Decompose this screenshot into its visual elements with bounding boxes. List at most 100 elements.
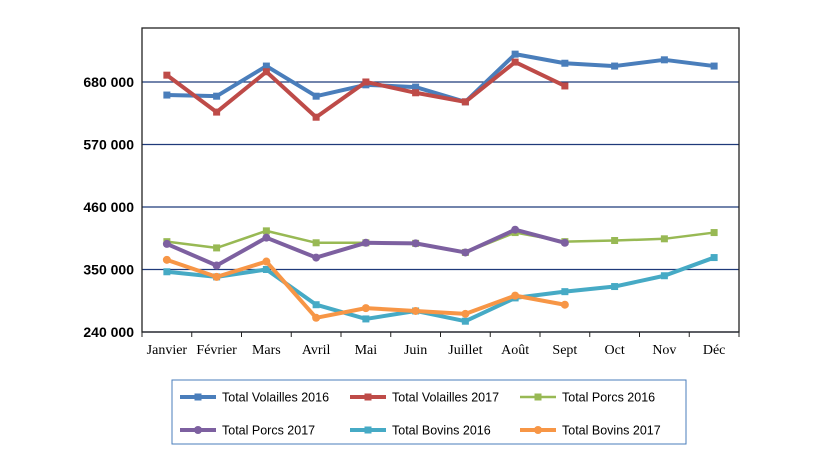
legend-item: Total Bovins 2017: [520, 424, 661, 438]
data-point: [511, 50, 519, 58]
data-point: [411, 239, 420, 248]
data-point: [461, 248, 470, 257]
data-point: [163, 91, 171, 99]
data-point: [660, 272, 668, 280]
data-point: [262, 68, 270, 76]
y-axis: 240 000 350 000 460 000 570 000 680 000: [83, 74, 134, 340]
data-point: [213, 244, 221, 252]
legend-marker: [194, 393, 202, 401]
legend-label: Total Bovins 2016: [392, 424, 491, 438]
data-point: [461, 317, 469, 325]
legend-item: Total Porcs 2016: [520, 391, 655, 405]
series-line: [166, 227, 566, 268]
plot-area-border: [141, 27, 740, 333]
data-point: [212, 261, 221, 270]
data-point: [710, 254, 718, 262]
x-tick-label: Oct: [605, 343, 625, 358]
x-tick-label: Août: [501, 343, 529, 358]
legend-label: Total Bovins 2017: [562, 424, 661, 438]
data-point: [162, 255, 171, 264]
data-point: [262, 227, 270, 235]
data-point: [312, 313, 321, 322]
data-point: [611, 283, 619, 291]
data-point: [412, 89, 420, 97]
series-total-porcs-2016: [163, 227, 718, 256]
data-point: [361, 238, 370, 247]
data-point: [411, 306, 420, 315]
data-point: [213, 108, 221, 116]
data-point: [611, 62, 619, 70]
legend-item: Total Volailles 2016: [180, 391, 329, 405]
data-point: [511, 225, 520, 234]
data-point: [611, 237, 619, 245]
legend-item: Total Bovins 2016: [350, 424, 491, 438]
data-point: [561, 59, 569, 67]
legend-item: Total Porcs 2017: [180, 424, 315, 438]
data-point: [511, 291, 520, 300]
data-point: [163, 71, 171, 79]
y-tick-label: 570 000: [83, 136, 134, 152]
x-axis: Janvier Février Mars Avril Mai Juin Juillet Aoû…: [141, 332, 740, 358]
data-point: [561, 82, 569, 90]
legend-label: Total Volailles 2016: [222, 391, 329, 405]
data-point: [560, 300, 569, 309]
data-point: [511, 58, 519, 66]
legend-label: Total Volailles 2017: [392, 391, 499, 405]
y-tick-label: 240 000: [83, 324, 134, 340]
series-line: [166, 52, 715, 104]
data-point: [213, 92, 221, 100]
x-tick-label: Nov: [652, 343, 676, 358]
y-tick-label: 460 000: [83, 199, 134, 215]
data-point: [262, 62, 270, 70]
series-total-porcs-2017: [162, 225, 569, 270]
series-total-volailles-2017: [163, 58, 569, 121]
data-point: [262, 265, 270, 273]
x-tick-label: Sept: [552, 343, 577, 358]
x-tick-label: Mars: [252, 343, 281, 358]
legend-label: Total Porcs 2016: [562, 391, 655, 405]
data-point: [162, 239, 171, 248]
legend-box: [171, 379, 687, 445]
data-point: [561, 288, 569, 296]
data-point: [312, 253, 321, 262]
data-point: [710, 229, 718, 237]
data-point: [361, 304, 370, 313]
y-tick-label: 350 000: [83, 261, 134, 277]
data-point: [312, 92, 320, 100]
x-tick-label: Déc: [703, 343, 726, 358]
gridlines: [142, 81, 739, 333]
data-point: [262, 257, 271, 266]
data-point: [212, 272, 221, 281]
legend-marker: [364, 426, 372, 434]
series-group: [162, 50, 718, 325]
legend-marker: [364, 393, 372, 401]
data-point: [560, 238, 569, 247]
data-point: [163, 268, 171, 276]
legend-marker: [534, 426, 542, 434]
legend-item: Total Volailles 2017: [350, 391, 499, 405]
data-point: [461, 98, 469, 106]
data-point: [312, 239, 320, 247]
x-tick-label: Juin: [404, 343, 427, 358]
series-total-bovins-2017: [162, 255, 569, 322]
y-tick-label: 680 000: [83, 74, 134, 90]
legend-marker: [534, 393, 542, 401]
data-point: [262, 233, 271, 242]
data-point: [412, 83, 420, 91]
data-point: [660, 235, 668, 243]
x-tick-label: Juillet: [448, 343, 482, 358]
legend: Total Volailles 2016 Total Volailles 2017…: [171, 379, 687, 445]
data-point: [362, 78, 370, 86]
legend-marker: [194, 426, 202, 434]
data-point: [362, 315, 370, 323]
data-point: [312, 301, 320, 309]
data-point: [461, 309, 470, 318]
x-tick-label: Janvier: [147, 343, 188, 358]
data-point: [312, 113, 320, 121]
legend-label: Total Porcs 2017: [222, 424, 315, 438]
x-tick-label: Mai: [355, 343, 378, 358]
data-point: [710, 62, 718, 70]
x-tick-label: Avril: [302, 343, 331, 358]
data-point: [660, 56, 668, 64]
